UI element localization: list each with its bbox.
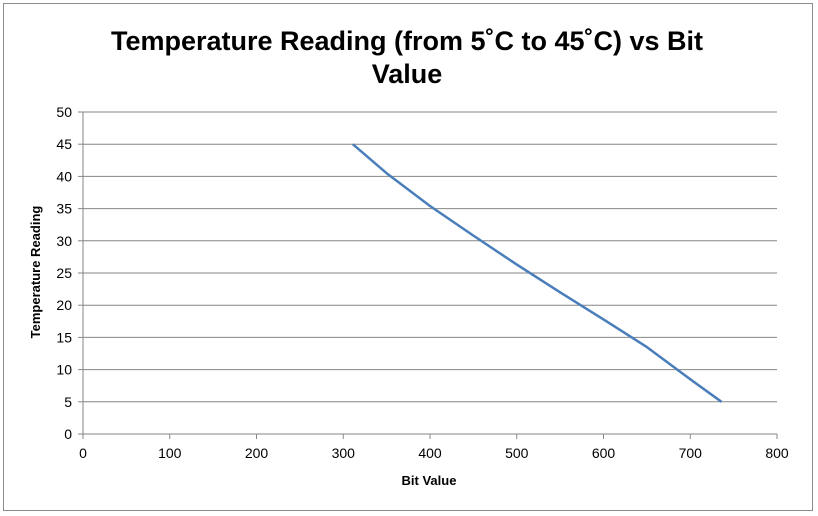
y-tick-label-40: 40 (56, 168, 72, 184)
gridlines (83, 111, 777, 403)
y-axis-label: Temperature Reading (28, 206, 43, 339)
y-tick-label-45: 45 (56, 136, 72, 152)
axes (78, 111, 778, 439)
y-tick-label-5: 5 (64, 394, 72, 410)
y-tick-label-20: 20 (56, 297, 72, 313)
x-tick-label-600: 600 (592, 445, 616, 461)
y-tick-label-35: 35 (56, 201, 72, 217)
y-tick-label-0: 0 (64, 426, 72, 442)
line-chart: Temperature Reading (from 5˚C to 45˚C) v… (28, 26, 789, 488)
x-tick-label-500: 500 (505, 445, 529, 461)
series-line-0 (351, 143, 723, 403)
x-axis-label: Bit Value (402, 473, 457, 488)
y-tick-label-25: 25 (56, 265, 72, 281)
y-tick-label-15: 15 (56, 329, 72, 345)
chart-title-line1: Temperature Reading (from 5˚C to 45˚C) v… (111, 26, 703, 56)
x-tick-label-400: 400 (418, 445, 442, 461)
y-tick-label-30: 30 (56, 233, 72, 249)
y-tick-label-10: 10 (56, 362, 72, 378)
series-layer (351, 143, 723, 403)
x-tick-label-700: 700 (679, 445, 703, 461)
chart-frame: Temperature Reading (from 5˚C to 45˚C) v… (3, 3, 813, 511)
x-tick-label-300: 300 (332, 445, 356, 461)
x-tick-label-200: 200 (245, 445, 269, 461)
x-tick-label-800: 800 (765, 445, 789, 461)
chart-title-line2: Value (372, 59, 443, 89)
x-tick-label-100: 100 (158, 445, 182, 461)
x-tick-label-0: 0 (79, 445, 87, 461)
y-tick-label-50: 50 (56, 104, 72, 120)
